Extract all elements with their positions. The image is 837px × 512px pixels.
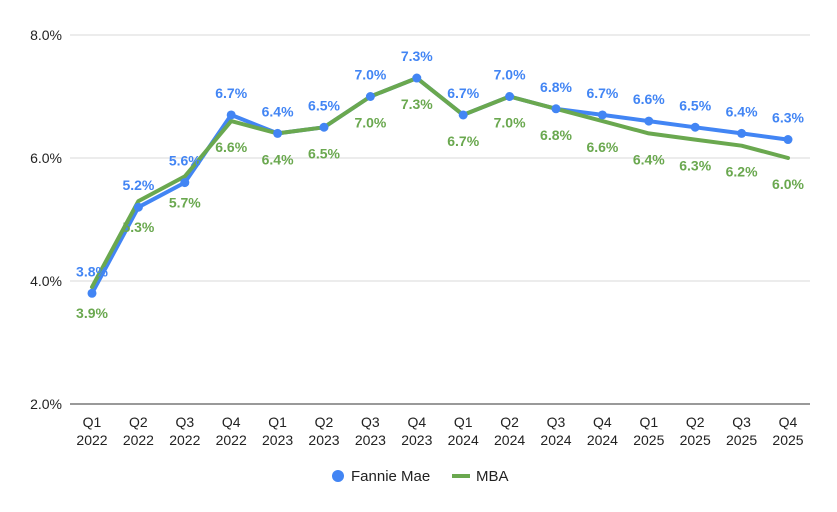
mba-data-label: 6.4% bbox=[262, 151, 294, 167]
x-tick-label-year: 2025 bbox=[680, 432, 711, 448]
fannie-mae-point bbox=[365, 92, 375, 101]
mba-data-label: 6.2% bbox=[726, 164, 758, 180]
x-tick-label-quarter: Q1 bbox=[454, 414, 473, 430]
legend-fannie-mae-marker bbox=[332, 470, 344, 482]
fannie-mae-point bbox=[273, 128, 283, 138]
x-axis: Q1 2022 Q2 2022 Q3 2022 Q4 2022 Q1 2023 Q2 2023 Q3 20… bbox=[76, 414, 803, 448]
fannie-mae-data-label: 7.0% bbox=[354, 67, 386, 83]
x-tick-label-year: 2022 bbox=[216, 432, 247, 448]
fannie-mae-data-label: 6.7% bbox=[586, 85, 618, 101]
x-tick-label-year: 2022 bbox=[76, 432, 107, 448]
y-axis: 2.0% 4.0% 6.0% 8.0% bbox=[30, 27, 62, 412]
x-tick-label-quarter: Q4 bbox=[407, 414, 426, 430]
x-tick-label-year: 2024 bbox=[448, 432, 479, 448]
mba-data-label: 6.7% bbox=[447, 133, 479, 149]
fannie-mae-data-label: 5.2% bbox=[122, 177, 154, 193]
legend-fannie-mae-label: Fannie Mae bbox=[351, 468, 430, 485]
x-tick-label-year: 2023 bbox=[308, 432, 339, 448]
y-tick-label: 2.0% bbox=[30, 396, 62, 412]
fannie-mae-data-label: 6.7% bbox=[447, 85, 479, 101]
fannie-mae-point bbox=[690, 122, 700, 132]
fannie-mae-point bbox=[597, 110, 607, 120]
fannie-mae-data-label: 6.8% bbox=[540, 79, 572, 95]
mba-data-label: 3.9% bbox=[76, 305, 108, 321]
fannie-mae-data-label: 6.4% bbox=[262, 103, 294, 119]
y-tick-label: 8.0% bbox=[30, 27, 62, 43]
x-tick-label-quarter: Q3 bbox=[547, 414, 566, 430]
mba-data-label: 6.5% bbox=[308, 145, 340, 161]
x-tick-label-year: 2023 bbox=[262, 432, 293, 448]
x-tick-label-year: 2024 bbox=[587, 432, 618, 448]
x-tick-label-year: 2022 bbox=[169, 432, 200, 448]
mba-data-label: 7.0% bbox=[494, 115, 526, 131]
x-tick-label-quarter: Q4 bbox=[593, 414, 612, 430]
x-tick-label-quarter: Q2 bbox=[315, 414, 334, 430]
fannie-mae-data-label: 6.6% bbox=[633, 91, 665, 107]
mba-data-label: 6.6% bbox=[586, 139, 618, 155]
x-tick-label-year: 2023 bbox=[355, 432, 386, 448]
fannie-mae-data-label: 7.0% bbox=[494, 67, 526, 83]
mba-data-label: 5.3% bbox=[122, 219, 154, 235]
mba-data-label: 6.4% bbox=[633, 151, 665, 167]
fannie-mae-point bbox=[783, 135, 793, 145]
legend: Fannie Mae MBA bbox=[332, 468, 509, 485]
x-tick-label-year: 2023 bbox=[401, 432, 432, 448]
fannie-mae-point bbox=[133, 202, 143, 212]
mba-data-label: 7.3% bbox=[401, 96, 433, 112]
x-tick-label-year: 2025 bbox=[726, 432, 757, 448]
fannie-mae-data-label: 6.5% bbox=[679, 97, 711, 113]
fannie-mae-point bbox=[226, 110, 236, 120]
x-tick-label-quarter: Q2 bbox=[129, 414, 148, 430]
mba-data-label: 6.0% bbox=[772, 176, 804, 192]
fannie-mae-point bbox=[319, 122, 329, 132]
x-tick-label-quarter: Q2 bbox=[686, 414, 705, 430]
fannie-mae-data-label: 5.6% bbox=[169, 153, 201, 169]
y-tick-label: 6.0% bbox=[30, 150, 62, 166]
x-tick-label-year: 2024 bbox=[540, 432, 571, 448]
x-tick-label-year: 2022 bbox=[123, 432, 154, 448]
fannie-mae-point bbox=[412, 73, 422, 83]
mba-data-label: 6.3% bbox=[679, 158, 711, 174]
x-tick-label-year: 2024 bbox=[494, 432, 525, 448]
x-tick-label-quarter: Q4 bbox=[222, 414, 241, 430]
mba-data-label: 5.7% bbox=[169, 194, 201, 210]
gridlines bbox=[70, 34, 810, 405]
fannie-mae-point bbox=[551, 104, 561, 114]
fannie-mae-point bbox=[180, 178, 190, 188]
fannie-mae-point bbox=[87, 288, 97, 298]
fannie-mae-data-label: 6.3% bbox=[772, 110, 804, 126]
x-tick-label-quarter: Q3 bbox=[361, 414, 380, 430]
series-lines bbox=[90, 76, 790, 296]
fannie-mae-point bbox=[458, 110, 468, 120]
fannie-mae-data-label: 6.4% bbox=[726, 103, 758, 119]
x-tick-label-quarter: Q4 bbox=[779, 414, 798, 430]
x-tick-label-quarter: Q1 bbox=[639, 414, 658, 430]
x-tick-label-quarter: Q2 bbox=[500, 414, 519, 430]
fannie-mae-data-label: 7.3% bbox=[401, 48, 433, 64]
legend-mba-label: MBA bbox=[476, 468, 509, 485]
y-tick-label: 4.0% bbox=[30, 273, 62, 289]
x-tick-label-quarter: Q1 bbox=[83, 414, 102, 430]
mba-line bbox=[90, 76, 790, 290]
mba-data-label: 6.6% bbox=[215, 139, 247, 155]
x-tick-label-quarter: Q3 bbox=[732, 414, 751, 430]
x-tick-label-quarter: Q1 bbox=[268, 414, 287, 430]
data-labels: 3.8% 5.2% 5.6% 6.7% 6.4% 6.5% 7.0% 7.3% 6.7% 7.0%… bbox=[76, 48, 804, 321]
mba-data-label: 6.8% bbox=[540, 127, 572, 143]
x-tick-label-year: 2025 bbox=[772, 432, 803, 448]
fannie-mae-data-label: 3.8% bbox=[76, 263, 108, 279]
fannie-mae-data-label: 6.7% bbox=[215, 85, 247, 101]
mba-data-label: 7.0% bbox=[354, 115, 386, 131]
fannie-mae-point bbox=[505, 92, 515, 101]
fannie-mae-point bbox=[737, 128, 747, 138]
fannie-mae-data-label: 6.5% bbox=[308, 97, 340, 113]
x-tick-label-quarter: Q3 bbox=[175, 414, 194, 430]
fannie-mae-point bbox=[644, 116, 654, 126]
series-markers bbox=[87, 73, 793, 298]
x-tick-label-year: 2025 bbox=[633, 432, 664, 448]
